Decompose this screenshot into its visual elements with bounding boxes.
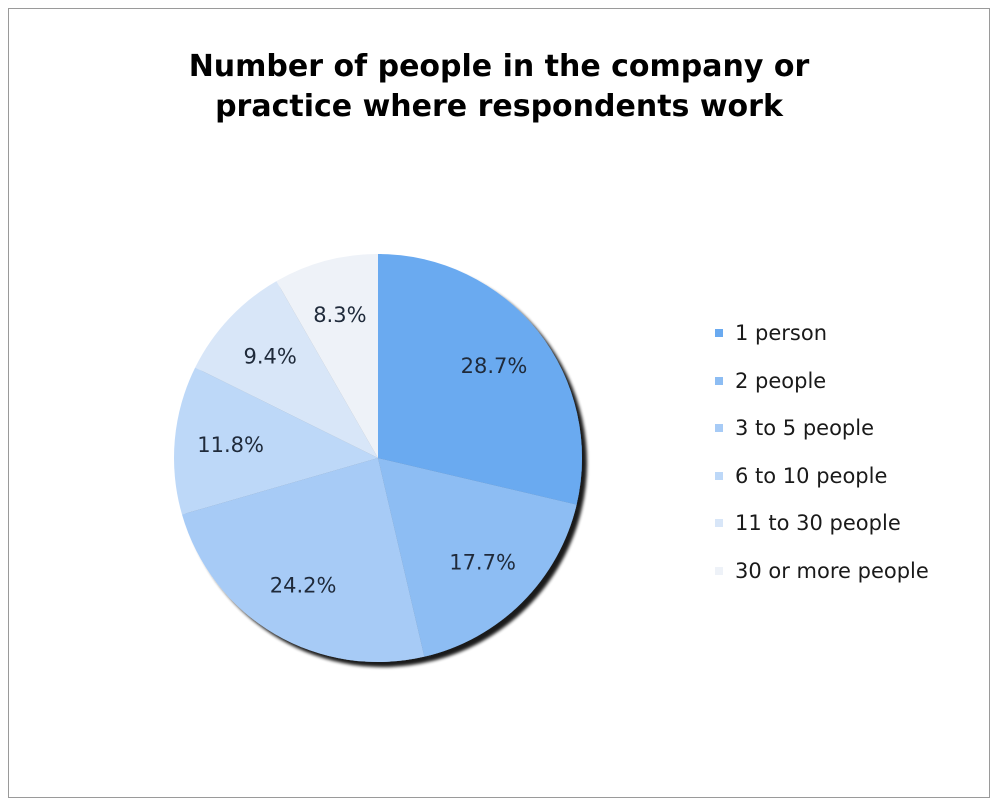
chart-title-line-2: practice where respondents work [215,89,783,124]
chart-frame: Number of people in the company or pract… [8,8,990,798]
pie-slice-label-5: 9.4% [244,345,297,369]
pie-slice-4 [173,367,378,515]
pie-slice-label-2: 17.7% [449,551,516,575]
pie-slice-label-4: 11.8% [197,433,264,457]
chart-title: Number of people in the company or pract… [9,47,989,127]
pie-slice-6 [276,254,378,458]
legend-swatch-5 [715,519,723,528]
legend-item-2: 2 people [715,364,929,412]
legend-item-5: 11 to 30 people [715,506,929,554]
pie-slice-1 [378,254,582,505]
pie-slices [173,254,582,662]
chart-title-line-1: Number of people in the company or [188,49,810,84]
legend-swatch-6 [715,566,723,575]
legend-swatch-4 [715,471,723,480]
pie-slice-label-3: 24.2% [270,574,337,598]
legend-label-2: 2 people [735,368,827,393]
pie-slice-2 [378,458,577,657]
pie-slice-label-1: 28.7% [461,354,528,378]
legend-swatch-2 [715,376,723,385]
legend-label-1: 1 person [735,321,828,345]
legend-swatch-1 [715,329,723,337]
legend-label-6: 30 or more people [735,558,929,583]
pie-slice-label-6: 8.3% [313,303,366,327]
legend-item-4: 6 to 10 people [715,459,929,507]
legend-item-6: 30 or more people [715,554,929,602]
legend-label-3: 3 to 5 people [735,416,875,441]
pie-labels: 28.7% 17.7% 24.2% 11.8% 9.4% 8.3% [197,303,527,598]
chart-legend: 1 person 2 people 3 to 5 people 6 to 10 peo… [715,316,929,602]
legend-item-1: 1 person [715,316,929,364]
pie-slice-5 [195,281,378,458]
legend-item-3: 3 to 5 people [715,411,929,459]
legend-label-5: 11 to 30 people [735,511,901,536]
legend-swatch-3 [715,424,723,433]
pie-slice-3 [181,458,425,662]
legend-label-4: 6 to 10 people [735,463,888,488]
